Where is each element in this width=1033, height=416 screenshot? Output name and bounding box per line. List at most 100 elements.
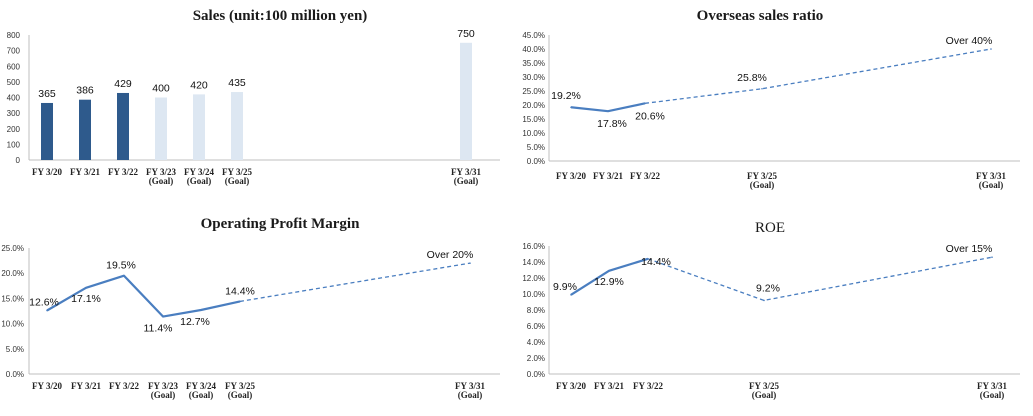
sales-x-tick-label: FY 3/22: [108, 167, 138, 177]
roe-goal-line: [647, 256, 993, 302]
opm-x-tick-label: FY 3/23: [148, 381, 178, 391]
sales-data-label: 429: [114, 78, 132, 90]
overseas-x-tick-label: FY 3/21: [593, 171, 623, 181]
sales-data-label: 365: [38, 88, 56, 100]
operating-margin-chart-title: Operating Profit Margin: [200, 216, 360, 232]
sales-y-tick-label: 500: [7, 78, 21, 87]
opm-x-tick-label: FY 3/21: [71, 381, 101, 391]
overseas-y-tick-label: 45.0%: [522, 31, 545, 40]
sales-bar: [231, 92, 243, 160]
opm-x-tick-sublabel: (Goal): [151, 390, 176, 400]
overseas-data-point: [644, 102, 646, 105]
opm-data-label: Over 20%: [427, 249, 474, 261]
roe-data-label: Over 15%: [946, 243, 993, 255]
roe-data-label: 12.9%: [594, 276, 624, 288]
opm-y-tick-label: 20.0%: [1, 269, 24, 278]
opm-x-tick-label: FY 3/31: [455, 381, 485, 391]
sales-x-tick-label: FY 3/23: [146, 167, 176, 177]
opm-goal-line: [239, 262, 471, 303]
operating-margin-chart: 0.0% 5.0% 10.0% 15.0% 20.0% 25.0% 12.6% 17.1% 19…: [1, 244, 500, 400]
roe-y-tick-label: 0.0%: [527, 370, 545, 379]
overseas-y-tick-label: 15.0%: [522, 115, 545, 124]
opm-x-tick-label: FY 3/24: [186, 381, 216, 391]
opm-x-tick-sublabel: (Goal): [458, 390, 483, 400]
roe-y-tick-label: 16.0%: [522, 242, 545, 251]
roe-data-point: [991, 256, 993, 259]
roe-y-tick-label: 10.0%: [522, 290, 545, 299]
overseas-data-label: 17.8%: [597, 118, 627, 130]
opm-x-tick-sublabel: (Goal): [189, 390, 214, 400]
sales-data-label: 420: [190, 79, 208, 91]
sales-x-tick-sublabel: (Goal): [149, 176, 174, 186]
roe-y-tick-label: 8.0%: [527, 306, 545, 315]
opm-data-point: [46, 309, 48, 312]
roe-y-tick-label: 2.0%: [527, 354, 545, 363]
overseas-y-tick-label: 0.0%: [527, 157, 545, 166]
roe-y-tick-label: 14.0%: [522, 258, 545, 267]
sales-y-tick-label: 600: [7, 62, 21, 71]
opm-data-point: [162, 315, 164, 318]
opm-data-label: 12.7%: [180, 316, 210, 328]
roe-data-point: [570, 294, 572, 296]
overseas-data-point: [990, 48, 992, 50]
sales-x-tick-sublabel: (Goal): [225, 176, 250, 186]
sales-y-tick-label: 100: [7, 140, 21, 149]
overseas-data-label: 20.6%: [635, 110, 665, 122]
opm-x-tick-sublabel: (Goal): [228, 390, 253, 400]
opm-y-tick-label: 5.0%: [6, 345, 24, 354]
sales-chart-title: Sales (unit:100 million yen): [192, 8, 368, 24]
sales-data-label: 435: [228, 77, 246, 89]
opm-data-label: 11.4%: [144, 323, 173, 335]
sales-bar: [193, 94, 205, 160]
roe-x-tick-label: FY 3/20: [556, 381, 586, 391]
sales-data-label: 750: [457, 28, 475, 40]
opm-actual-line: [46, 274, 241, 318]
overseas-x-tick-label: FY 3/22: [630, 171, 660, 181]
overseas-data-label: 19.2%: [551, 90, 581, 102]
sales-x-tick-label: FY 3/21: [70, 167, 100, 177]
overseas-x-tick-label: FY 3/25: [747, 171, 777, 181]
roe-y-tick-label: 4.0%: [527, 338, 545, 347]
overseas-y-tick-label: 40.0%: [522, 45, 545, 54]
sales-bar: [41, 102, 53, 160]
sales-y-tick-label: 700: [7, 47, 21, 56]
sales-x-tick-label: FY 3/24: [184, 167, 214, 177]
opm-x-tick-label: FY 3/20: [32, 381, 62, 391]
opm-data-point: [200, 309, 202, 311]
sales-chart: 0 100 200 300 400 500 600 700 800 365 386 429 400 420…: [7, 28, 500, 186]
overseas-ratio-chart-title: Overseas sales ratio: [696, 8, 824, 24]
opm-data-point: [469, 262, 471, 264]
opm-y-tick-label: 15.0%: [1, 294, 24, 303]
roe-x-tick-label: FY 3/21: [594, 381, 624, 391]
sales-x-tick-label: FY 3/20: [32, 167, 62, 177]
sales-x-tick-label: FY 3/31: [451, 167, 481, 177]
sales-y-tick-label: 0: [16, 156, 21, 165]
roe-data-label: 9.9%: [553, 281, 577, 293]
roe-x-tick-label: FY 3/22: [633, 381, 663, 391]
sales-x-tick-label: FY 3/25: [222, 167, 252, 177]
sales-data-label: 386: [76, 85, 94, 97]
overseas-y-tick-label: 35.0%: [522, 59, 545, 68]
overseas-x-tick-label: FY 3/31: [976, 171, 1006, 181]
opm-data-label: 14.4%: [225, 285, 255, 297]
overseas-x-tick-sublabel: (Goal): [750, 180, 775, 190]
sales-bar: [460, 42, 472, 160]
sales-x-tick-sublabel: (Goal): [454, 176, 479, 186]
opm-data-label: 17.1%: [71, 293, 101, 305]
opm-y-tick-label: 10.0%: [1, 320, 24, 329]
overseas-x-tick-sublabel: (Goal): [979, 180, 1004, 190]
sales-bar: [79, 99, 91, 160]
overseas-y-tick-label: 20.0%: [522, 101, 545, 110]
opm-x-tick-label: FY 3/25: [225, 381, 255, 391]
sales-x-tick-sublabel: (Goal): [187, 176, 212, 186]
roe-data-label: 14.4%: [641, 256, 671, 268]
roe-chart-title: ROE: [755, 220, 785, 236]
roe-x-tick-sublabel: (Goal): [980, 390, 1005, 400]
opm-data-point: [239, 300, 241, 303]
roe-y-tick-label: 6.0%: [527, 322, 545, 331]
sales-data-label: 400: [152, 83, 170, 95]
overseas-data-label: 25.8%: [737, 72, 767, 84]
overseas-data-point: [761, 87, 763, 90]
opm-data-point: [85, 287, 87, 289]
